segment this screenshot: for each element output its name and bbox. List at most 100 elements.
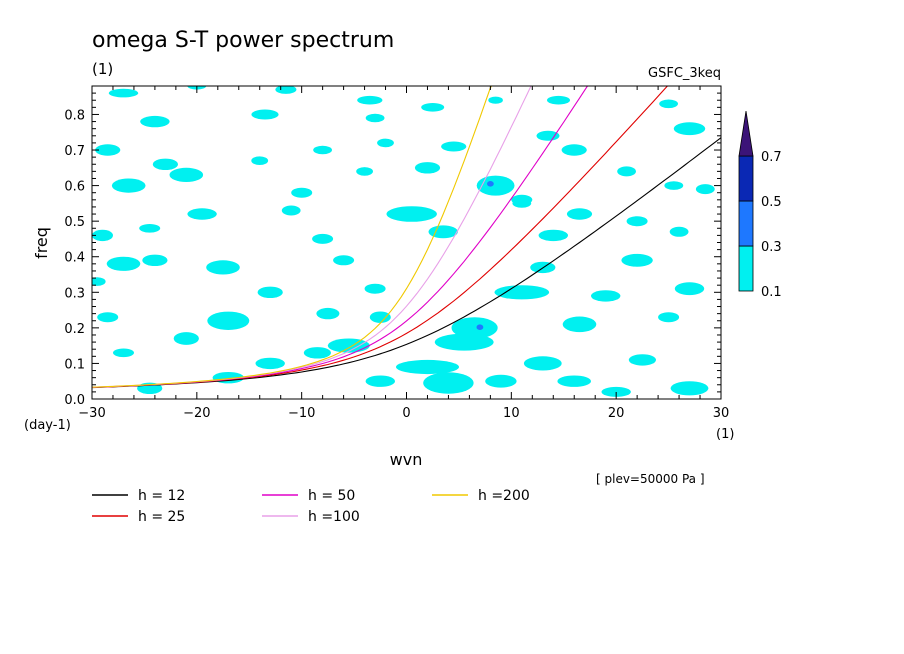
- contour-blob: [142, 254, 168, 266]
- contour-blob: [169, 167, 204, 182]
- colorbar-label: 0.1: [761, 285, 782, 300]
- contour-blob: [275, 86, 297, 94]
- x-tick-label: 30: [713, 406, 730, 421]
- x-axis-label: wvn: [390, 450, 423, 469]
- colorbar-label: 0.3: [761, 240, 782, 255]
- y-tick-label: 0.3: [64, 286, 85, 301]
- contour-blob: [92, 277, 106, 286]
- contour-blob: [152, 158, 178, 170]
- x-tick-label: 0: [402, 406, 410, 421]
- contour-blob: [669, 226, 689, 237]
- colorbar-segment: [738, 155, 754, 202]
- contour-fills: [92, 86, 715, 397]
- y-tick-label: 0.8: [64, 108, 85, 123]
- contour-blob: [557, 375, 591, 387]
- colorbar-segment: [738, 200, 754, 247]
- y-tick-label: 0.4: [64, 251, 85, 266]
- x-tick-label: 20: [608, 406, 625, 421]
- contour-blob: [523, 356, 562, 371]
- contour-blob: [357, 95, 383, 105]
- contour-blob: [316, 307, 340, 320]
- colorbar-extension: [738, 110, 754, 157]
- contour-blob: [423, 372, 474, 394]
- y-unit-label: (day-1): [24, 418, 71, 433]
- contour-blob: [538, 229, 568, 242]
- contour-blob: [365, 375, 395, 387]
- contour-blob: [396, 359, 459, 375]
- contour-blob: [291, 187, 313, 198]
- contour-blob: [658, 312, 680, 323]
- contour-blob: [670, 381, 709, 396]
- colorbar-label: 0.7: [761, 150, 782, 165]
- legend-label: h = 12: [138, 488, 185, 504]
- contour-blob: [111, 178, 146, 193]
- dispersion-curves: [92, 86, 721, 389]
- contour-blob: [628, 354, 657, 366]
- contour-blob: [451, 317, 498, 339]
- contour-blob: [251, 156, 269, 165]
- contour-blob: [566, 208, 593, 220]
- contour-blob: [173, 332, 199, 345]
- contour-blob: [591, 290, 621, 302]
- legend-label: h =200: [478, 488, 530, 504]
- dispersion-curve: [92, 86, 493, 388]
- chart-title: omega S-T power spectrum: [92, 28, 394, 53]
- contour-blob: [303, 347, 331, 359]
- y-tick-label: 0.1: [64, 357, 85, 372]
- contour-blob: [333, 255, 355, 266]
- contour-blob: [512, 199, 532, 208]
- contour-blob: [356, 167, 373, 176]
- contour-blob: [621, 253, 653, 267]
- colorbar: 0.1 0.3 0.5 0.7: [738, 110, 782, 300]
- contour-blob: [139, 224, 161, 233]
- plot-frame: [91, 85, 722, 400]
- contour-blob: [327, 338, 370, 353]
- contour-blob: [108, 88, 139, 98]
- contour-blob: [659, 99, 678, 109]
- x-tick-label: −10: [288, 406, 315, 421]
- y-tick-label: 0.5: [64, 215, 85, 230]
- x-tick-label: −30: [78, 406, 105, 421]
- contour-blob: [547, 95, 570, 105]
- y-tick-label: 0.6: [64, 180, 85, 195]
- contour-blob: [365, 113, 385, 123]
- y-tick-label: 0.0: [64, 393, 85, 408]
- contour-blob: [664, 181, 684, 190]
- contour-blob: [626, 216, 648, 227]
- contour-blob: [257, 286, 283, 298]
- legend-label: h =100: [308, 509, 360, 525]
- contour-blob: [255, 357, 285, 370]
- contour-blob: [494, 285, 550, 300]
- contour-blob: [369, 311, 391, 323]
- plev-note: [ plev=50000 Pa ]: [596, 472, 705, 486]
- chart-subtitle-left: (1): [92, 60, 113, 78]
- contour-blob: [617, 166, 636, 177]
- contour-blob: [695, 184, 715, 195]
- contour-blob: [251, 109, 279, 120]
- legend-label: h = 50: [308, 488, 355, 504]
- contour-blob: [561, 144, 587, 156]
- contour-blob: [674, 282, 705, 296]
- contour-blob: [414, 162, 441, 174]
- contour-peak: [476, 324, 484, 331]
- contour-blob: [386, 206, 437, 222]
- y-tick-labels: 0.0 0.1 0.2 0.3 0.4 0.5 0.6 0.7 0.8: [64, 108, 85, 408]
- y-tick-label: 0.7: [64, 144, 85, 159]
- contour-blob: [95, 144, 121, 156]
- x-unit-label: (1): [716, 427, 734, 442]
- x-tick-label: −20: [183, 406, 210, 421]
- contour-blob: [428, 225, 458, 239]
- contour-blob: [113, 348, 134, 358]
- contour-blob: [673, 122, 706, 136]
- x-tick-labels: −30 −20 −10 0 10 20 30: [78, 406, 729, 421]
- contour-blob: [106, 256, 141, 271]
- colorbar-label: 0.5: [761, 195, 782, 210]
- contour-blob: [364, 283, 386, 294]
- contour-blob: [434, 333, 494, 351]
- contour-blob: [441, 141, 467, 152]
- legend: h = 12 h = 25 h = 50 h =100 h =200: [92, 488, 530, 525]
- contour-blob: [377, 138, 394, 148]
- contour-blob: [312, 233, 334, 244]
- contour-peak: [487, 181, 494, 187]
